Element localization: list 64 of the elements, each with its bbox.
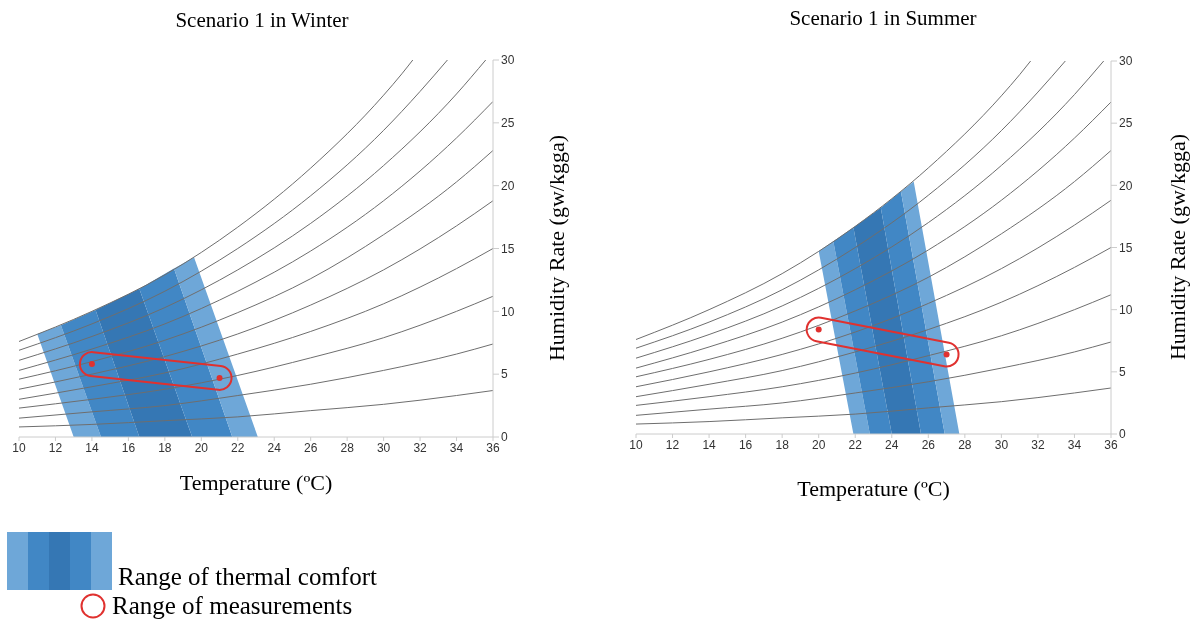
line-series [636, 150, 1111, 378]
y-tick-label: 10 [1119, 302, 1133, 317]
line-series [636, 294, 1111, 406]
x-tick-label: 32 [1031, 437, 1045, 452]
line-series [636, 199, 1111, 388]
y-tick-label: 25 [501, 116, 515, 131]
x-tick-label: 10 [629, 437, 643, 452]
y-tick-label: 20 [1119, 178, 1133, 193]
y-tick-label: 0 [1119, 427, 1126, 442]
x-tick-label: 34 [1067, 437, 1082, 452]
x-tick-label: 26 [304, 440, 318, 455]
line-series [636, 247, 1111, 398]
line-series [19, 100, 493, 371]
x-tick-label: 24 [885, 437, 899, 452]
x-tick-label: 36 [486, 440, 500, 455]
x-tick-label: 12 [665, 437, 680, 452]
x-tick-label: 24 [267, 440, 282, 455]
line-series [19, 149, 493, 380]
x-tick-label: 30 [376, 440, 391, 455]
y-tick-label: 30 [501, 53, 515, 68]
line-series [636, 341, 1111, 416]
x-tick-label: 20 [194, 440, 209, 455]
line-series [636, 387, 1111, 425]
line-series [19, 295, 493, 409]
line-series [636, 101, 1111, 369]
x-tick-label: 16 [121, 440, 136, 455]
x-axis-title: Temperature (ºC) [796, 476, 951, 502]
y-tick-label: 5 [1119, 365, 1126, 380]
y-tick-label: 10 [501, 304, 515, 319]
x-tick-label: 22 [231, 440, 245, 455]
x-tick-label: 28 [340, 440, 355, 455]
y-tick-label: 25 [1119, 116, 1133, 131]
line-series [19, 200, 493, 390]
x-tick-label: 12 [48, 440, 63, 455]
y-axis-title: Humidity Rate (gw/kgga) [1165, 132, 1190, 362]
line-series [19, 248, 493, 400]
y-axis-title: Humidity Rate (gw/kgga) [544, 133, 570, 363]
legend-label: Range of measurements [112, 592, 353, 620]
x-tick-label: 14 [702, 437, 717, 452]
x-tick-label: 14 [85, 440, 99, 455]
line-series [19, 343, 493, 419]
y-tick-label: 15 [501, 241, 515, 256]
chart-title: Scenario 1 in Winter [174, 8, 350, 33]
x-tick-label: 18 [158, 440, 172, 455]
y-tick-label: 30 [1119, 54, 1133, 69]
y-tick-label: 0 [501, 430, 508, 445]
chart-title: Scenario 1 in Summer [788, 6, 978, 31]
y-tick-label: 20 [501, 178, 515, 193]
x-tick-label: 36 [1104, 437, 1118, 452]
x-tick-label: 16 [738, 437, 753, 452]
x-tick-label: 10 [12, 440, 26, 455]
x-tick-label: 30 [994, 437, 1009, 452]
line-series [19, 390, 493, 428]
x-tick-label: 26 [921, 437, 936, 452]
y-tick-label: 15 [1119, 240, 1133, 255]
x-tick-label: 34 [449, 440, 464, 455]
x-tick-label: 22 [848, 437, 863, 452]
x-tick-label: 32 [413, 440, 428, 455]
x-tick-label: 28 [958, 437, 972, 452]
y-tick-label: 5 [501, 367, 508, 382]
x-tick-label: 18 [775, 437, 790, 452]
legend-label: Range of thermal comfort [118, 563, 377, 590]
x-axis-title: Temperature (ºC) [178, 470, 334, 496]
x-tick-label: 20 [812, 437, 826, 452]
